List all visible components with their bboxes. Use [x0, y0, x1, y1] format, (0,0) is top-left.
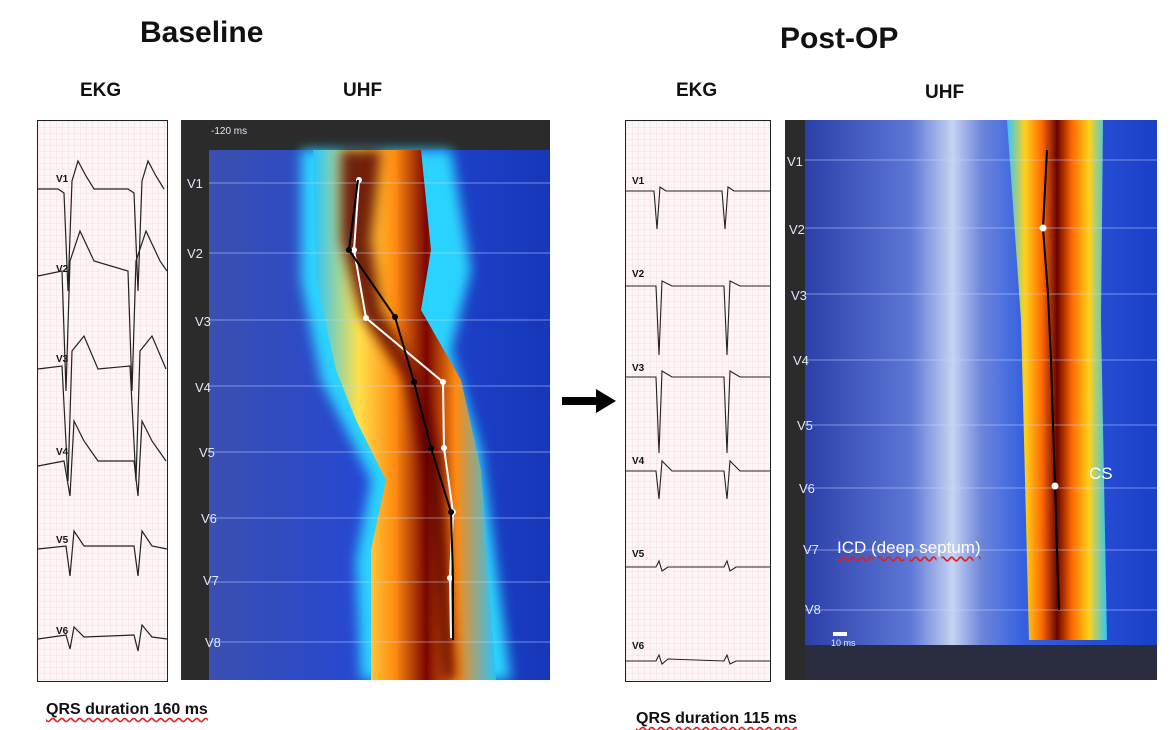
baseline-uhf-lead-v2: V2: [187, 246, 203, 261]
postop-qrs-duration: QRS duration 115 ms: [636, 710, 797, 728]
baseline-uhf-lead-v5: V5: [199, 445, 215, 460]
postop-ekg-lead-v5: V5: [632, 549, 645, 560]
postop-title: Post-OP: [780, 22, 899, 55]
right-arrow-icon: [562, 389, 616, 413]
postop-ekg-label: EKG: [676, 80, 718, 101]
baseline-ekg-lead-v3: V3: [56, 354, 69, 365]
postop-ekg-lead-v1: V1: [632, 176, 645, 187]
baseline-uhf-lead-v6: V6: [201, 511, 217, 526]
baseline-ekg-lead-v5: V5: [56, 535, 69, 546]
baseline-ekg-panel: V1 V2 V3 V4 V5 V6: [37, 120, 168, 682]
baseline-uhf-lead-v7: V7: [203, 573, 219, 588]
postop-uhf-label: UHF: [925, 82, 965, 103]
baseline-ekg-traces: [38, 121, 167, 681]
postop-uhf-timescale: 10 ms: [831, 638, 856, 648]
postop-ekg-lead-v2: V2: [632, 269, 645, 280]
postop-ekg-lead-v3: V3: [632, 363, 645, 374]
baseline-uhf-label: UHF: [343, 80, 383, 101]
postop-uhf-graphic: [785, 120, 1157, 680]
baseline-uhf-lead-v8: V8: [205, 635, 221, 650]
baseline-ekg-lead-v4: V4: [56, 447, 69, 458]
icd-annotation: ICD (deep septum): [837, 538, 981, 557]
baseline-uhf-lead-v3: V3: [195, 314, 211, 329]
postop-uhf-lead-v5: V5: [797, 418, 813, 433]
baseline-uhf-lead-v4: V4: [195, 380, 211, 395]
postop-uhf-lead-v4: V4: [793, 353, 809, 368]
postop-ekg-traces: [626, 121, 770, 681]
postop-uhf-lead-v7: V7: [803, 542, 819, 557]
baseline-uhf-timescale: -120 ms: [211, 126, 248, 137]
baseline-ekg-label: EKG: [80, 80, 122, 101]
baseline-qrs-text: QRS duration 160 ms: [46, 701, 208, 718]
postop-ekg-lead-v6: V6: [632, 641, 645, 652]
baseline-qrs-duration: QRS duration 160 ms: [46, 701, 208, 719]
baseline-title: Baseline: [140, 16, 264, 49]
postop-uhf-lead-v2: V2: [789, 222, 805, 237]
cs-annotation: CS: [1089, 464, 1113, 483]
postop-ekg-lead-v4: V4: [632, 456, 645, 467]
postop-uhf-map: 10 ms V1 V2 V3 V4 V5 V6 V7 V8 CS ICD (de…: [785, 120, 1157, 680]
baseline-ekg-lead-v6: V6: [56, 626, 69, 637]
baseline-ekg-lead-v2: V2: [56, 264, 69, 275]
postop-uhf-lead-v8: V8: [805, 602, 821, 617]
baseline-uhf-graphic: [181, 120, 550, 680]
postop-ekg-panel: V1 V2 V3 V4 V5 V6: [625, 120, 771, 682]
baseline-ekg-lead-v1: V1: [56, 174, 69, 185]
baseline-uhf-lead-v1: V1: [187, 176, 203, 191]
postop-uhf-lead-v1: V1: [787, 154, 803, 169]
postop-uhf-lead-v6: V6: [799, 481, 815, 496]
postop-qrs-text: QRS duration 115 ms: [636, 710, 797, 727]
postop-uhf-lead-v3: V3: [791, 288, 807, 303]
baseline-uhf-map: -120 ms V1 V2 V3 V4 V5 V6 V7 V8: [181, 120, 550, 680]
